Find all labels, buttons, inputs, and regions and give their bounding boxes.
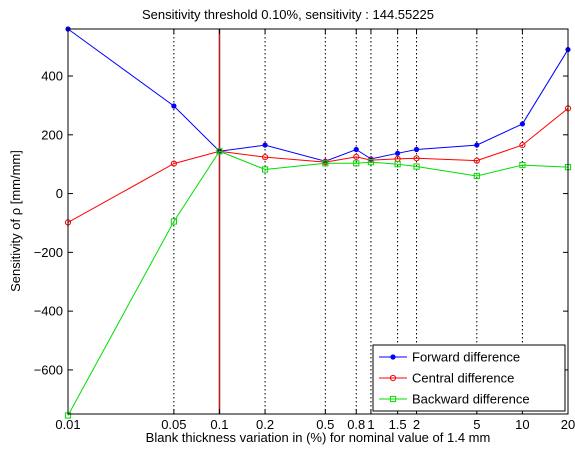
data-point xyxy=(395,150,401,156)
y-tick-label: −200 xyxy=(34,245,63,260)
data-point xyxy=(519,161,526,169)
data-point xyxy=(473,157,480,164)
data-point xyxy=(170,160,177,167)
chart-title: Sensitivity threshold 0.10%, sensitivity… xyxy=(142,7,434,22)
data-point xyxy=(474,142,480,148)
y-axis-label: Sensitivity of ρ [mm/mm] xyxy=(8,150,23,292)
x-tick-label: 5 xyxy=(473,417,480,432)
series-line xyxy=(67,28,569,162)
data-point xyxy=(413,163,420,170)
x-tick-label: 0.8 xyxy=(347,417,365,432)
series-line xyxy=(67,150,569,416)
legend-swatch-marker xyxy=(390,354,396,360)
data-point xyxy=(473,172,480,180)
x-tick-label: 0.01 xyxy=(55,417,80,432)
data-point xyxy=(262,142,268,148)
legend-label: Central difference xyxy=(412,371,514,386)
x-tick-label: 2 xyxy=(413,417,420,432)
data-point xyxy=(322,160,329,167)
x-tick-label: 1 xyxy=(367,417,374,432)
data-point xyxy=(353,146,359,153)
legend-swatch-marker xyxy=(389,374,397,382)
data-point xyxy=(519,121,526,127)
y-tick-label: −600 xyxy=(34,362,63,377)
data-point xyxy=(413,155,420,162)
x-tick-label: 0.1 xyxy=(210,417,228,432)
legend-label: Backward difference xyxy=(412,392,530,407)
y-tick-label: 0 xyxy=(56,186,63,201)
data-point xyxy=(171,103,177,109)
data-point xyxy=(413,146,420,153)
legend-label: Forward difference xyxy=(412,350,520,365)
data-point xyxy=(394,161,401,168)
x-tick-label: 20 xyxy=(561,417,575,432)
y-tick-label: 200 xyxy=(41,127,63,142)
data-point xyxy=(367,159,375,166)
x-tick-label: 0.5 xyxy=(316,417,334,432)
plot-frame xyxy=(67,28,569,415)
x-axis-label: Blank thickness variation in (%) for nom… xyxy=(146,430,491,445)
data-point xyxy=(519,141,526,149)
data-point xyxy=(353,160,360,167)
data-point xyxy=(170,218,177,225)
legend-swatch-marker xyxy=(389,395,397,403)
x-tick-label: 10 xyxy=(515,417,529,432)
legend: Forward difference Central difference Back… xyxy=(372,344,566,412)
x-tick-label: 0.2 xyxy=(256,417,274,432)
data-point xyxy=(353,153,360,160)
data-point xyxy=(216,148,223,155)
x-tick-label: 1.5 xyxy=(389,417,407,432)
axis-ticks: 0.01 0.05 0.1 0.2 0.5 0.8 1 1.5 2 5 10 20 −600 −400 −2… xyxy=(34,29,575,432)
y-tick-label: −400 xyxy=(34,304,63,319)
y-tick-label: 400 xyxy=(41,69,63,84)
series-line xyxy=(67,107,569,223)
x-tick-label: 0.05 xyxy=(161,417,186,432)
data-point xyxy=(261,166,269,173)
data-point xyxy=(261,154,269,161)
